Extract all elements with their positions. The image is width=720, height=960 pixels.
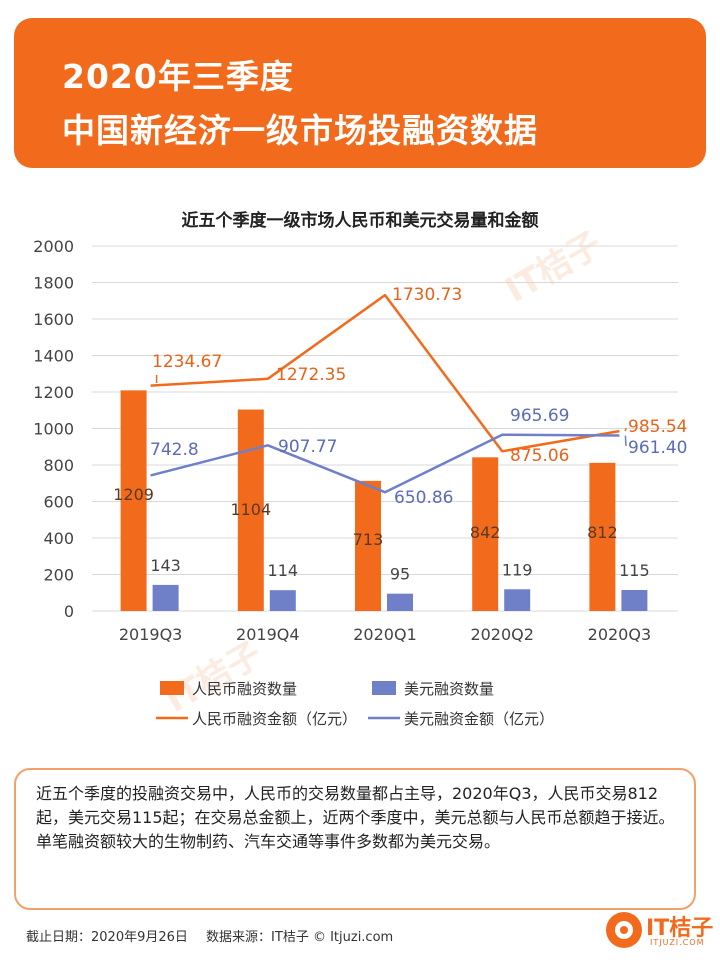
footer: 截止日期：2020年9月26日 数据来源：IT桔子 © Itjuzi.com	[26, 926, 407, 945]
bar-label-rmb-count: 713	[353, 530, 384, 549]
bar-usd-count	[152, 584, 179, 611]
legend-label: 美元融资数量	[404, 680, 494, 698]
orange-slice-icon	[606, 912, 642, 948]
y-tick-label: 0	[64, 602, 74, 621]
summary-text: 近五个季度的投融资交易中，人民币的交易数量都占主导，2020年Q3，人民币交易8…	[36, 782, 676, 854]
bar-rmb-count	[589, 462, 616, 611]
bar-label-usd-count: 114	[268, 561, 299, 580]
summary-box: 近五个季度的投融资交易中，人民币的交易数量都占主导，2020年Q3，人民币交易8…	[14, 768, 696, 910]
y-tick-label: 400	[43, 529, 74, 548]
logo-url: ITJUZI.COM	[650, 938, 705, 947]
line-label-usd-amount: 650.86	[394, 488, 453, 508]
header-banner: 2020年三季度 中国新经济一级市场投融资数据	[14, 18, 706, 168]
line-rmb-amount	[150, 293, 620, 453]
bar-rmb-count	[237, 409, 264, 611]
bar-label-usd-count: 143	[150, 556, 181, 575]
bar-usd-count	[269, 590, 296, 611]
leader-line	[624, 427, 627, 432]
bar-label-usd-count: 115	[619, 561, 650, 580]
y-tick-label: 200	[43, 566, 74, 585]
line-label-rmb-amount: 1730.73	[392, 285, 462, 305]
bar-label-rmb-count: 1104	[230, 500, 271, 519]
line-label-usd-amount: 965.69	[510, 406, 569, 426]
legend-label: 美元融资金额（亿元）	[404, 710, 554, 728]
y-tick-label: 1600	[33, 310, 74, 329]
y-tick-label: 1800	[33, 274, 74, 293]
bar-usd-count	[621, 590, 648, 611]
legend-swatch	[160, 681, 184, 695]
bar-label-rmb-count: 812	[587, 523, 618, 542]
y-tick-label: 2000	[33, 237, 74, 256]
y-tick-label: 1400	[33, 347, 74, 366]
bar-label-rmb-count: 842	[470, 523, 501, 542]
header-title-line1: 2020年三季度	[62, 57, 294, 96]
bar-label-usd-count: 119	[502, 560, 533, 579]
brand-logo: IT桔子 ITJUZI.COM	[606, 910, 714, 954]
footer-date: 截止日期：2020年9月26日	[26, 930, 188, 945]
header-title-line2: 中国新经济一级市场投融资数据	[62, 111, 538, 150]
bar-rmb-count	[120, 390, 147, 611]
bar-rmb-count	[355, 480, 381, 611]
y-tick-label: 600	[43, 493, 74, 512]
y-tick-label: 1200	[33, 383, 74, 402]
bar-usd-count	[504, 589, 531, 611]
x-tick-label: 2020Q3	[588, 625, 652, 644]
legend-swatch	[372, 681, 396, 695]
legend-label: 人民币融资金额（亿元）	[192, 710, 357, 728]
line-label-usd-amount: 907.77	[278, 437, 337, 457]
line-label-rmb-amount: 1234.67	[152, 352, 222, 372]
footer-source: 数据来源：IT桔子 © Itjuzi.com	[206, 930, 394, 945]
x-tick-label: 2020Q2	[470, 625, 534, 644]
x-tick-label: 2019Q3	[119, 625, 183, 644]
line-label-rmb-amount: 875.06	[510, 446, 569, 466]
legend-label: 人民币融资数量	[192, 680, 297, 698]
logo-name: IT桔子	[646, 916, 714, 941]
bar-label-usd-count: 95	[390, 565, 410, 584]
chart: 近五个季度一级市场人民币和美元交易量和金额 0 200 400 600 800 1000 12…	[33, 210, 687, 728]
line-label-usd-amount: 742.8	[150, 440, 199, 460]
line-usd-amount	[150, 433, 620, 494]
line-label-usd-amount: 961.40	[628, 438, 687, 458]
bar-usd-count	[387, 593, 413, 611]
line-label-rmb-amount: 1272.35	[276, 365, 346, 385]
leader-line	[624, 435, 627, 447]
bar-label-rmb-count: 1209	[113, 485, 154, 504]
summary-paragraph: 单笔融资额较大的生物制药、汽车交通等事件多数都为美元交易。	[36, 832, 501, 851]
x-tick-label: 2020Q1	[353, 625, 417, 644]
bar-rmb-count	[472, 457, 499, 611]
y-tick-label: 1000	[33, 420, 74, 439]
line-label-rmb-amount: 985.54	[628, 417, 687, 437]
summary-paragraph: 近五个季度的投融资交易中，人民币的交易数量都占主导，2020年Q3，人民币交易8…	[36, 784, 675, 827]
chart-title: 近五个季度一级市场人民币和美元交易量和金额	[182, 210, 539, 231]
x-tick-label: 2019Q4	[236, 625, 300, 644]
y-tick-label: 800	[43, 456, 74, 475]
